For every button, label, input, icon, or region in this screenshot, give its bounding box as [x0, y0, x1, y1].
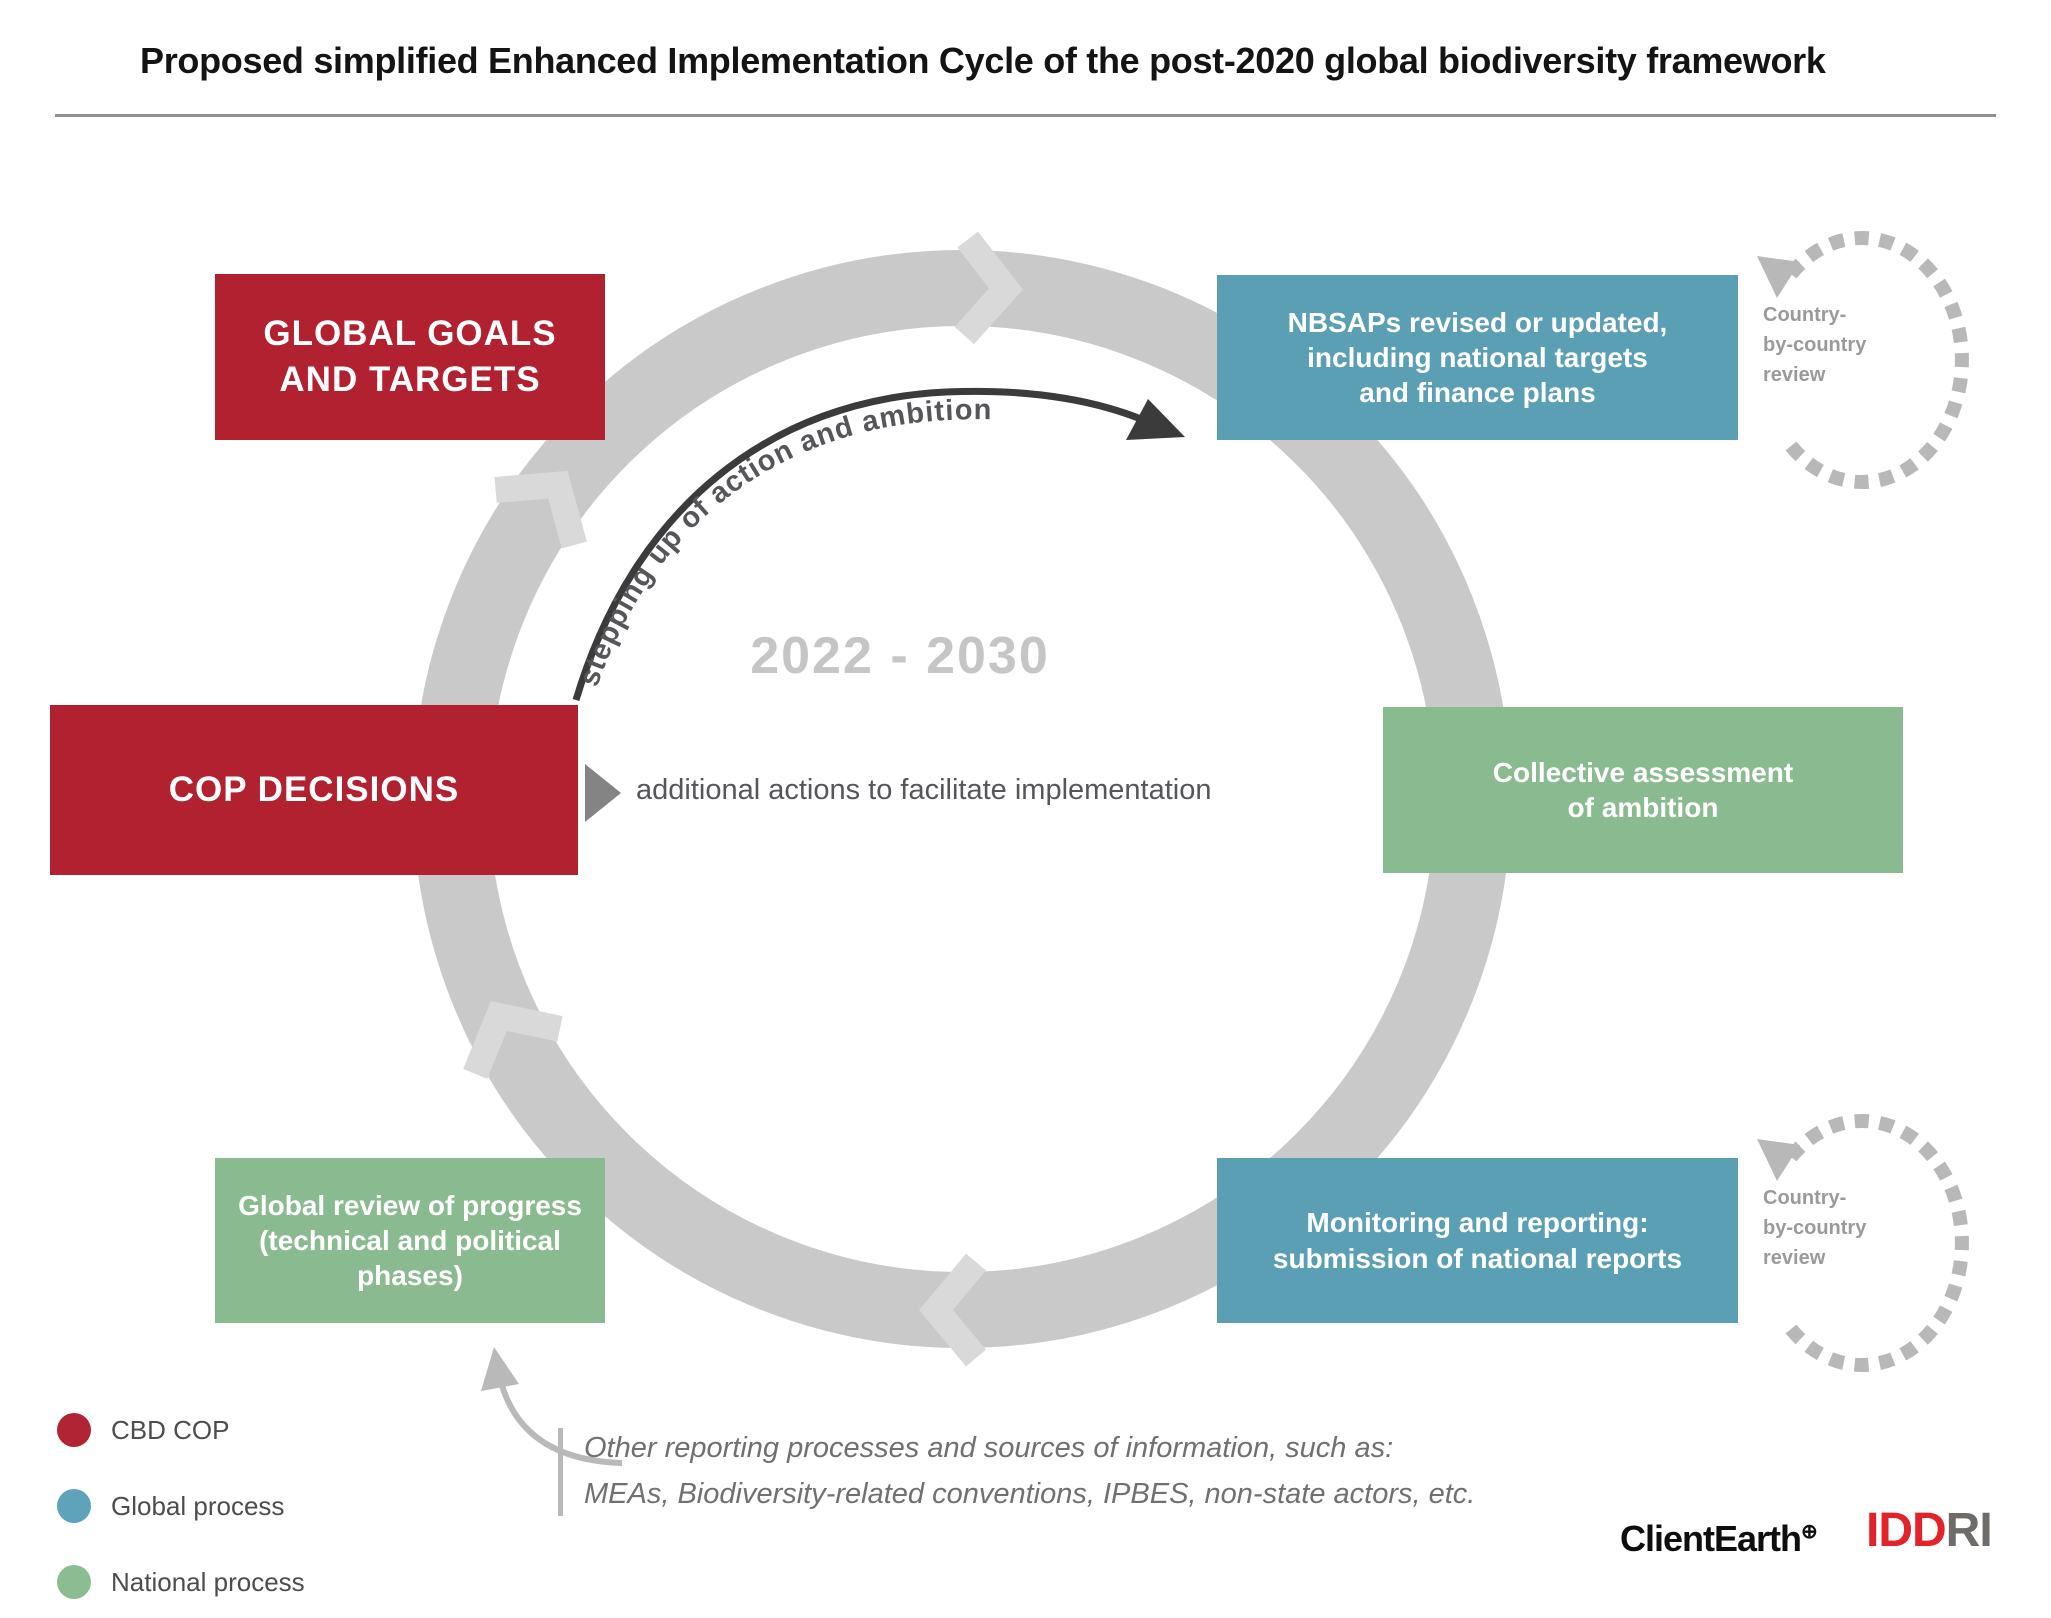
legend-item-national-process: National process — [57, 1564, 305, 1600]
country-review-arrowhead-icon — [1757, 256, 1800, 298]
legend-label: National process — [111, 1566, 305, 1597]
box-cop-decisions: COP DECISIONS — [50, 705, 578, 875]
box-global-review: Global review of progress (technical and… — [215, 1158, 605, 1323]
footnote-arrow — [496, 1373, 623, 1466]
country-review-label-top: Country- by-country review — [1763, 304, 1867, 386]
iddri-logo: IDDRI — [1866, 1503, 1993, 1558]
clientearth-logo: ClientEarth⊕ — [1620, 1518, 1818, 1560]
cycle-period: 2022 - 2030 — [750, 627, 1050, 685]
ring-chevron-icon — [919, 1253, 986, 1367]
footnote-arrowhead-icon — [481, 1347, 519, 1391]
ring-chevron-icon — [494, 470, 587, 549]
box-global-goals-and-targets: GLOBAL GOALS AND TARGETS — [215, 274, 605, 440]
footnote-bar — [558, 1428, 563, 1516]
legend-label: CBD COP — [111, 1414, 230, 1445]
footnote-text: Other reporting processes and sources of… — [584, 1432, 1476, 1510]
national-process-dot-icon — [57, 1565, 91, 1599]
global-process-dot-icon — [57, 1489, 91, 1523]
cop-note-pointer-icon — [585, 764, 621, 822]
country-review-arrowhead-icon — [1757, 1139, 1800, 1181]
stepping-up-arrowhead-icon — [1126, 399, 1185, 440]
legend-label: Global process — [111, 1490, 285, 1521]
legend-item-global-process: Global process — [57, 1488, 305, 1524]
box-collective-assessment: Collective assessment of ambition — [1383, 707, 1903, 873]
country-review-loop-top — [1785, 231, 1969, 489]
legend-item-cbd-cop: CBD COP — [57, 1412, 305, 1448]
stepping-up-arrow — [572, 387, 1150, 702]
iddri-wordmark-red: IDD — [1866, 1504, 1947, 1557]
page-title: Proposed simplified Enhanced Implementat… — [140, 40, 1826, 81]
box-nbsaps-revised: NBSAPs revised or updated, including nat… — [1217, 275, 1738, 440]
cop-additional-actions-note: additional actions to facilitate impleme… — [636, 774, 1212, 806]
iddri-wordmark-gray: RI — [1945, 1504, 1993, 1557]
country-review-loop-bottom — [1785, 1114, 1969, 1372]
cbd-cop-dot-icon — [57, 1413, 91, 1447]
box-monitoring-reporting: Monitoring and reporting: submission of … — [1217, 1158, 1738, 1323]
clientearth-globe-icon: ⊕ — [1801, 1521, 1818, 1543]
ring-chevron-icon — [463, 1001, 563, 1079]
country-review-label-bottom: Country- by-country review — [1763, 1187, 1867, 1269]
legend: CBD COP Global process National process — [57, 1412, 305, 1618]
title-divider — [55, 114, 1996, 117]
clientearth-wordmark: ClientEarth — [1620, 1518, 1802, 1559]
ring-chevron-icon — [954, 231, 1023, 345]
